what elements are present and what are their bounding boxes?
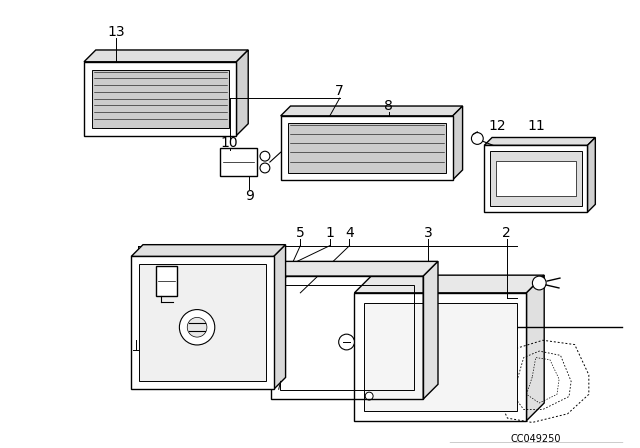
Polygon shape	[156, 266, 177, 296]
Polygon shape	[423, 261, 438, 399]
Polygon shape	[139, 264, 266, 381]
Polygon shape	[281, 116, 452, 180]
Text: 2: 2	[502, 226, 511, 240]
Text: 1: 1	[325, 226, 334, 240]
Text: CC049250: CC049250	[510, 435, 561, 444]
Polygon shape	[131, 256, 274, 389]
Circle shape	[179, 310, 215, 345]
Polygon shape	[355, 293, 527, 421]
Text: 4: 4	[345, 226, 354, 240]
Text: 7: 7	[335, 84, 344, 98]
Text: 12: 12	[488, 119, 506, 133]
Polygon shape	[220, 148, 257, 176]
Polygon shape	[287, 123, 446, 173]
Circle shape	[532, 276, 546, 290]
Polygon shape	[131, 245, 285, 256]
Text: 13: 13	[108, 25, 125, 39]
Polygon shape	[236, 50, 248, 136]
Text: 10: 10	[221, 136, 238, 151]
Text: 9: 9	[244, 189, 253, 202]
Polygon shape	[588, 138, 595, 212]
Circle shape	[260, 151, 270, 161]
Polygon shape	[274, 245, 285, 389]
Polygon shape	[84, 62, 236, 136]
Polygon shape	[271, 261, 438, 276]
Polygon shape	[364, 303, 516, 411]
Polygon shape	[355, 275, 544, 293]
Circle shape	[472, 133, 483, 144]
Polygon shape	[490, 151, 582, 207]
Circle shape	[260, 163, 270, 173]
Polygon shape	[281, 106, 463, 116]
Text: 6: 6	[150, 262, 159, 276]
Polygon shape	[527, 275, 544, 421]
Polygon shape	[484, 138, 595, 145]
Circle shape	[339, 334, 355, 350]
Circle shape	[188, 318, 207, 337]
Polygon shape	[84, 50, 248, 62]
Polygon shape	[496, 161, 575, 197]
Text: 5: 5	[296, 226, 305, 240]
Polygon shape	[92, 69, 228, 128]
Text: 8: 8	[385, 99, 393, 113]
Text: 11: 11	[527, 119, 545, 133]
Circle shape	[365, 392, 373, 400]
Polygon shape	[452, 106, 463, 180]
Text: 3: 3	[424, 226, 433, 240]
Polygon shape	[484, 145, 588, 212]
